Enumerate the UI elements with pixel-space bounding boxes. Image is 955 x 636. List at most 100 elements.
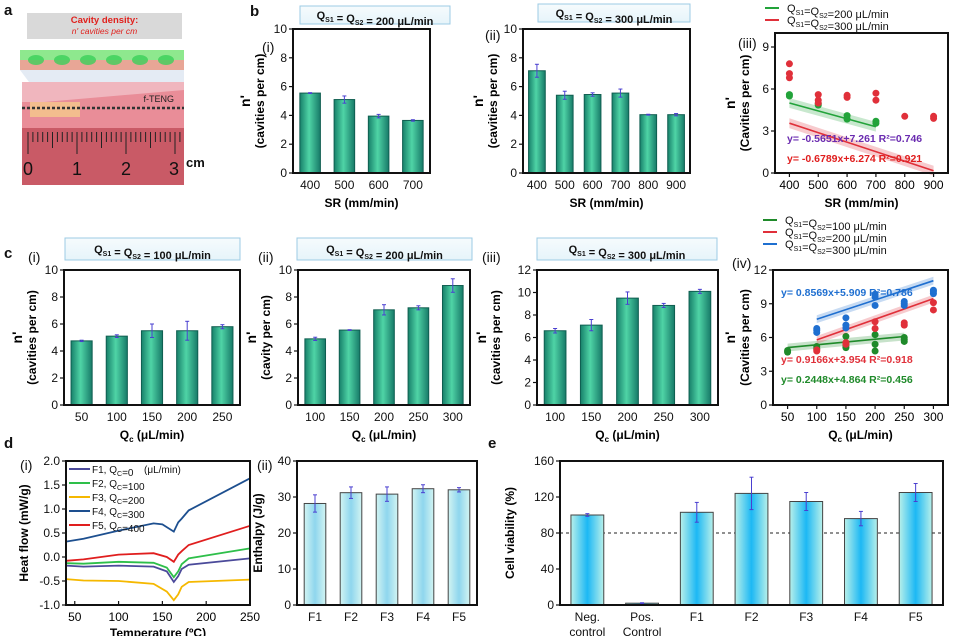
legend-label: QS1=QS2=200 μL/min — [785, 227, 887, 245]
y-tick-label: 0.5 — [43, 526, 60, 540]
bar — [407, 307, 430, 406]
x-tick-label: 400 — [527, 178, 547, 192]
cavities — [28, 55, 174, 65]
y-axis-label-sub: (cavities per cm) — [253, 54, 267, 149]
ruler-number: 3 — [169, 159, 179, 179]
subpanel-label: (iii) — [482, 249, 501, 265]
x-tick-label: 300 — [923, 410, 943, 424]
chart-b-i: 400 500 600 700 0 2 4 6 8 10 QS1 = QS2 = 200 μL/mi… — [237, 5, 451, 210]
x-tick-label: 600 — [583, 178, 603, 192]
y-tick-label: 30 — [278, 490, 292, 504]
x-tick-label: Control — [623, 625, 662, 636]
cavity-density-caption: Cavity density: n' cavities per cm — [27, 13, 182, 39]
y-axis-label-main: n' — [722, 97, 738, 109]
caption-title: Cavity density: — [70, 15, 139, 26]
chart-c-iii: 100 150 200 250 300 0 2 4 6 8 10 12 QS1 = QS2 = 300 … — [473, 237, 719, 444]
subpanel-label: (iv) — [732, 255, 751, 271]
y-tick-label: 40 — [278, 454, 292, 468]
series-line — [65, 578, 251, 602]
legend-label: F4, QC=300 — [92, 507, 145, 521]
x-tick-label: 150 — [142, 410, 162, 424]
condition-header-box — [299, 5, 451, 25]
legend-label: QS1=QS2=300 μL/min — [787, 15, 889, 33]
y-tick-label: 160 — [534, 454, 554, 468]
legend-label: F2, QC=100 — [92, 479, 145, 493]
data-point — [785, 60, 793, 68]
y-tick-label: 6 — [280, 80, 287, 94]
x-tick-label: 150 — [152, 610, 172, 624]
ruler-number: 1 — [72, 159, 82, 179]
fit-equation: y= 0.8569x+5.909 R²=0.786 — [781, 287, 913, 299]
bar — [373, 309, 395, 406]
y-tick-label: 2.0 — [43, 454, 60, 468]
chart-b-iii: 0 3 6 9 400 500 600 700 800 900 QS1=QS2=200 μL/min… — [722, 3, 949, 210]
top-layer — [20, 50, 184, 60]
ruler-number: 0 — [23, 159, 33, 179]
subpanel-label: (ii) — [258, 249, 274, 265]
y-tick-label: 0 — [547, 598, 554, 612]
bar — [616, 297, 639, 406]
x-tick-label: 900 — [924, 178, 944, 192]
x-tick-label: 900 — [666, 178, 686, 192]
data-point — [813, 325, 821, 332]
condition-header-box — [536, 237, 718, 261]
chart-c-ii: 100 150 200 250 300 0 2 4 6 8 10 QS1 = QS2 = 200 μL… — [243, 237, 473, 444]
bar — [105, 335, 128, 406]
bar — [844, 518, 878, 606]
data-point — [842, 332, 850, 340]
chart-c-i: 50 100 150 200 250 0 2 4 6 8 10 QS1 = QS2 = 100 μL/… — [9, 237, 241, 444]
y-tick-label: 3 — [762, 124, 769, 138]
y-tick-label: 10 — [45, 263, 59, 277]
x-tick-label: 200 — [196, 610, 216, 624]
subpanel-label: (ii) — [485, 27, 501, 43]
y-tick-label: 10 — [504, 22, 518, 36]
x-tick-label: F3 — [380, 610, 394, 624]
data-point — [872, 117, 880, 125]
bar — [543, 330, 567, 406]
b-ii-axes-frame — [522, 28, 691, 174]
y-tick-label: 0 — [284, 598, 291, 612]
legend-label: QS1=QS2=200 μL/min — [787, 3, 889, 21]
condition-header-box — [296, 237, 473, 261]
y-tick-label: 2 — [285, 371, 292, 385]
y-tick-label: 0.0 — [43, 550, 60, 564]
panel-label-b: b — [250, 3, 260, 20]
y-tick-label: 80 — [541, 526, 555, 540]
y-axis-label-main: n' — [237, 95, 253, 107]
data-point — [871, 340, 879, 348]
x-tick-label: 250 — [240, 610, 260, 624]
bar — [441, 285, 464, 406]
x-tick-label: 800 — [895, 178, 915, 192]
x-axis-label: Qc (μL/min) — [595, 428, 659, 444]
series-line — [65, 557, 251, 584]
panel-label-e: e — [488, 435, 497, 452]
subpanel-label: (i) — [28, 249, 40, 265]
data-point — [785, 74, 793, 82]
bar — [679, 511, 714, 606]
x-tick-label: 500 — [808, 178, 828, 192]
ruler — [22, 128, 184, 185]
chart-d-ii: F1 F2 F3 F4 F5 0 10 20 30 40 (ii) Enthalpy (J/g) — [251, 454, 478, 624]
x-tick-label: 250 — [408, 410, 428, 424]
ruler-unit: cm — [186, 155, 205, 170]
x-tick-label: 600 — [369, 178, 389, 192]
x-tick-label: F2 — [344, 610, 358, 624]
x-tick-label: 500 — [555, 178, 575, 192]
x-tick-label: F5 — [452, 610, 466, 624]
x-tick-label: 100 — [107, 410, 127, 424]
y-axis-label-main: n' — [470, 95, 486, 107]
panel-label-c: c — [4, 245, 13, 262]
data-point — [814, 99, 822, 107]
x-axis-label: Qc (μL/min) — [120, 428, 184, 444]
bar — [375, 493, 399, 606]
y-tick-label: 6 — [510, 80, 517, 94]
fit-equation: y= -0.5651x+7.261 R²=0.746 — [787, 133, 922, 145]
ruler-ticks — [27, 132, 181, 154]
x-tick-label: 500 — [334, 178, 354, 192]
y-tick-label: 4 — [51, 344, 58, 358]
series-line — [65, 524, 251, 564]
y-axis-label-sub: (Cavities per cm) — [738, 289, 752, 386]
data-point — [871, 318, 879, 326]
bar — [70, 340, 93, 406]
